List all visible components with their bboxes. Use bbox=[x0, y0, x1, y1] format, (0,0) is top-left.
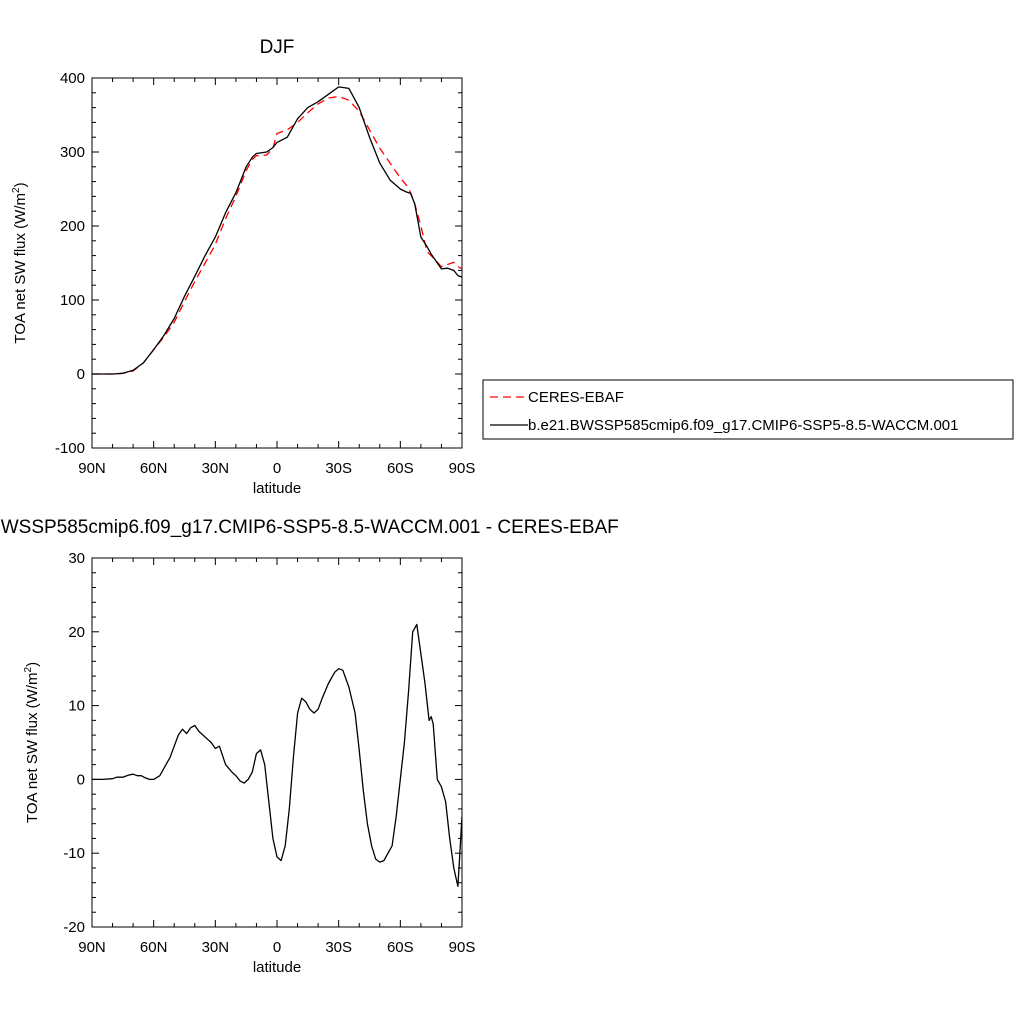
y-tick-label: 10 bbox=[68, 698, 85, 715]
x-axis-title: latitude bbox=[253, 480, 301, 497]
y-tick-label: 0 bbox=[77, 366, 85, 383]
x-axis-title: latitude bbox=[253, 959, 301, 976]
y-tick-label: 20 bbox=[68, 624, 85, 641]
x-tick-label: 90N bbox=[78, 939, 106, 956]
x-tick-label: 90S bbox=[449, 460, 476, 477]
series-line-ceres-ebaf bbox=[92, 95, 462, 375]
x-tick-label: 30N bbox=[202, 460, 230, 477]
legend: CERES-EBAF b.e21.BWSSP585cmip6.f09_g17.C… bbox=[482, 379, 1014, 440]
y-tick-label: -100 bbox=[55, 440, 85, 457]
x-tick-label: 0 bbox=[273, 460, 281, 477]
top-chart-panel: DJF 90N 60N 30N 0 30S 60S 90S -100 0 100 200 300 400 l… bbox=[11, 37, 475, 497]
y-tick-label: 100 bbox=[60, 292, 85, 309]
y-tick-label: 400 bbox=[60, 70, 85, 87]
series-line-b-e21-bwssp585cmip6-f09-g17-cmip6-ssp5-8-5-waccm-001 bbox=[92, 86, 462, 375]
x-tick-label: 30S bbox=[325, 460, 352, 477]
x-tick-label: 0 bbox=[273, 939, 281, 956]
y-tick-label: 0 bbox=[77, 771, 85, 788]
x-tick-label: 60S bbox=[387, 460, 414, 477]
y-tick-label: -20 bbox=[63, 919, 85, 936]
x-tick-label: 60N bbox=[140, 939, 168, 956]
chart-title: b.e21.BWSSP585cmip6.f09_g17.CMIP6-SSP5-8… bbox=[0, 517, 619, 538]
y-tick-label: -10 bbox=[63, 845, 85, 862]
legend-box bbox=[482, 379, 1014, 440]
x-tick-label: 90S bbox=[449, 939, 476, 956]
x-tick-label: 60N bbox=[140, 460, 168, 477]
plot-frame bbox=[91, 557, 463, 928]
y-tick-label: 300 bbox=[60, 144, 85, 161]
y-axis-title: TOA net SW flux (W/m2) bbox=[11, 182, 29, 343]
x-tick-label: 90N bbox=[78, 460, 106, 477]
series-line-difference bbox=[92, 623, 462, 888]
x-tick-label: 30S bbox=[325, 939, 352, 956]
bottom-chart-panel: b.e21.BWSSP585cmip6.f09_g17.CMIP6-SSP5-8… bbox=[0, 517, 619, 976]
legend-label-model: b.e21.BWSSP585cmip6.f09_g17.CMIP6-SSP5-8… bbox=[528, 417, 958, 434]
legend-label-ceres: CERES-EBAF bbox=[528, 389, 624, 406]
y-tick-label: 200 bbox=[60, 218, 85, 235]
y-axis-title: TOA net SW flux (W/m2) bbox=[23, 662, 41, 823]
chart-title: DJF bbox=[260, 37, 295, 58]
y-tick-label: 30 bbox=[68, 550, 85, 567]
x-tick-label: 30N bbox=[202, 939, 230, 956]
x-tick-label: 60S bbox=[387, 939, 414, 956]
